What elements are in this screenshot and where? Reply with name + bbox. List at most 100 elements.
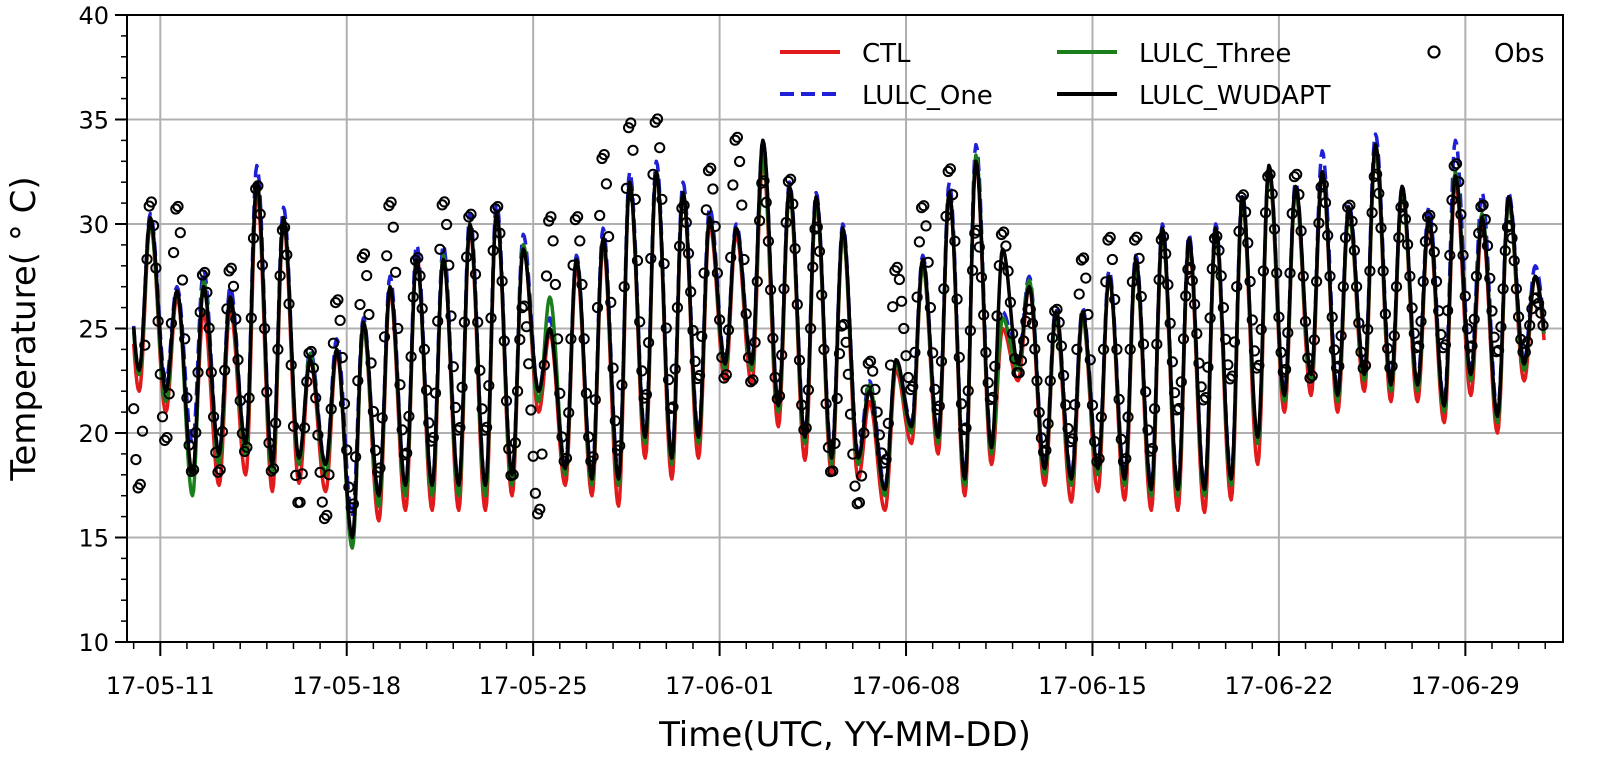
obs-point xyxy=(616,379,628,391)
obs-point xyxy=(705,162,717,174)
obs-point xyxy=(454,422,466,434)
obs-point xyxy=(1366,207,1378,219)
obs-point xyxy=(1162,279,1174,291)
obs-point xyxy=(489,203,501,215)
obs-point xyxy=(168,247,180,259)
obs-point xyxy=(884,359,897,371)
obs-point xyxy=(1058,369,1070,382)
obs-point xyxy=(1015,355,1028,367)
obs-point xyxy=(1371,168,1383,180)
x-tick-label: 17-06-29 xyxy=(1411,672,1520,700)
obs-point xyxy=(1208,232,1221,245)
obs-point xyxy=(989,360,1001,372)
obs-point xyxy=(287,420,300,432)
obs-point xyxy=(1104,231,1116,243)
obs-point xyxy=(751,275,763,288)
obs-point xyxy=(1173,402,1185,415)
legend-label-ctl: CTL xyxy=(862,39,911,69)
obs-point xyxy=(631,255,644,267)
obs-point xyxy=(445,310,457,322)
obs-point xyxy=(185,465,197,477)
obs-point xyxy=(294,496,306,508)
obs-point xyxy=(1262,171,1274,183)
obs-point xyxy=(443,259,455,271)
obs-point xyxy=(975,271,988,283)
obs-point xyxy=(694,369,706,382)
obs-point xyxy=(179,333,191,345)
obs-point xyxy=(296,468,308,480)
obs-point xyxy=(858,427,870,439)
obs-point xyxy=(1100,276,1112,288)
obs-point xyxy=(671,302,684,314)
obs-point xyxy=(201,286,213,298)
obs-point xyxy=(1302,352,1314,364)
obs-point xyxy=(856,470,868,482)
obs-point xyxy=(498,335,510,347)
obs-point xyxy=(1470,270,1483,282)
obs-point xyxy=(1069,399,1081,411)
obs-point xyxy=(281,249,293,261)
obs-point xyxy=(1368,171,1380,183)
obs-point xyxy=(325,403,337,415)
obs-point xyxy=(474,364,486,376)
obs-point xyxy=(1106,253,1119,266)
obs-point xyxy=(1113,393,1125,405)
obs-point xyxy=(401,447,413,459)
x-tick-label: 17-06-22 xyxy=(1224,672,1333,700)
obs-point xyxy=(1135,291,1147,303)
obs-point xyxy=(1075,254,1088,266)
y-tick-label: 35 xyxy=(78,107,109,135)
obs-point xyxy=(873,429,886,441)
obs-point xyxy=(301,376,313,388)
obs-point xyxy=(128,403,140,415)
obs-point xyxy=(791,298,803,311)
obs-point xyxy=(263,437,275,449)
obs-point xyxy=(247,232,260,244)
obs-point xyxy=(818,343,830,355)
obs-point xyxy=(1073,288,1085,300)
obs-point xyxy=(1344,199,1356,211)
obs-point xyxy=(776,349,788,361)
obs-point xyxy=(731,131,744,143)
obs-point xyxy=(991,310,1003,322)
obs-point xyxy=(418,343,430,355)
obs-point xyxy=(1335,330,1347,342)
obs-point xyxy=(809,223,821,235)
obs-point xyxy=(230,313,242,325)
obs-point xyxy=(813,245,826,257)
obs-point xyxy=(1089,436,1101,448)
obs-point xyxy=(390,266,402,278)
obs-point xyxy=(336,351,348,364)
obs-point xyxy=(1286,207,1298,220)
obs-point xyxy=(742,352,755,364)
obs-point xyxy=(867,365,879,377)
obs-point xyxy=(1009,353,1021,365)
obs-point xyxy=(935,355,948,367)
obs-point xyxy=(1240,206,1252,218)
obs-point xyxy=(365,357,377,369)
obs-point xyxy=(1120,453,1132,465)
obs-point xyxy=(192,366,204,378)
obs-point xyxy=(654,142,666,154)
obs-point xyxy=(552,333,564,345)
obs-point xyxy=(1000,240,1012,252)
obs-point xyxy=(687,324,699,337)
obs-point xyxy=(563,407,575,419)
obs-point xyxy=(1486,305,1498,317)
obs-point xyxy=(1080,272,1092,284)
x-tick-label: 17-05-11 xyxy=(106,672,215,700)
obs-point xyxy=(1268,223,1281,235)
obs-point xyxy=(1046,332,1059,344)
obs-point xyxy=(1295,225,1307,237)
obs-point xyxy=(1055,340,1068,352)
obs-point xyxy=(363,308,375,321)
obs-point xyxy=(316,496,328,508)
obs-point xyxy=(1406,302,1418,314)
obs-point xyxy=(1448,160,1460,172)
obs-point xyxy=(1153,274,1165,286)
obs-point xyxy=(1193,357,1205,369)
obs-point xyxy=(485,312,497,324)
obs-point xyxy=(685,286,697,298)
obs-point xyxy=(1253,359,1265,371)
